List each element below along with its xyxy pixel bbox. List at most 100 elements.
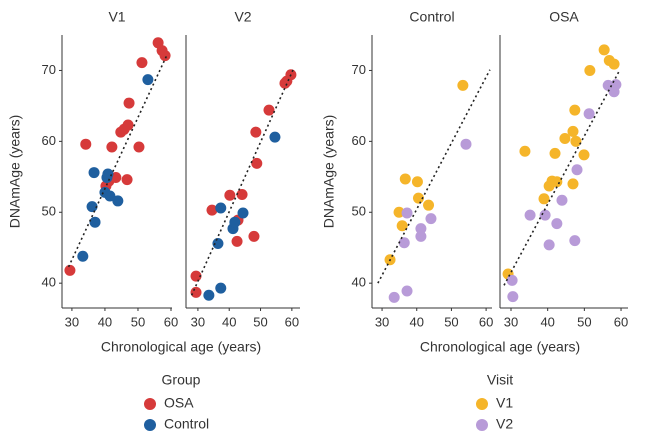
point — [571, 164, 583, 176]
point — [538, 193, 550, 205]
x-tick-label: 30 — [65, 314, 79, 329]
point — [608, 58, 620, 70]
point — [122, 119, 134, 131]
point — [425, 213, 437, 225]
point — [133, 141, 145, 153]
point — [88, 167, 100, 179]
x-tick-label: 40 — [410, 314, 424, 329]
point — [190, 270, 202, 282]
point — [583, 108, 595, 120]
x-tick-label: 60 — [164, 314, 178, 329]
x-tick-label: 50 — [253, 314, 267, 329]
x-tick-label: 60 — [614, 314, 628, 329]
point — [401, 207, 413, 219]
point — [551, 176, 563, 188]
x-axis-label: Chronological age (years) — [420, 339, 580, 355]
point — [89, 216, 101, 228]
point — [543, 239, 555, 251]
point — [551, 218, 563, 230]
panel-title: OSA — [549, 9, 579, 25]
x-tick-label: 40 — [222, 314, 236, 329]
legend-label: Control — [164, 416, 209, 432]
point — [86, 201, 98, 213]
point — [524, 209, 536, 221]
legend-marker — [144, 419, 156, 431]
legend-label: OSA — [164, 395, 194, 411]
y-tick-label: 40 — [42, 275, 56, 290]
y-tick-label: 70 — [352, 62, 366, 77]
point — [136, 57, 148, 69]
point — [236, 189, 248, 201]
legend-title: Visit — [487, 372, 513, 388]
point — [237, 207, 249, 219]
trend-line — [503, 69, 621, 286]
point — [106, 141, 118, 153]
panel-title: Control — [409, 9, 454, 25]
x-tick-label: 50 — [444, 314, 458, 329]
point — [229, 216, 241, 228]
point — [215, 202, 227, 214]
y-tick-label: 70 — [42, 62, 56, 77]
point — [570, 135, 582, 147]
y-tick-label: 50 — [42, 204, 56, 219]
point — [549, 147, 561, 159]
point — [388, 291, 400, 303]
point — [412, 192, 424, 204]
legend-marker — [476, 419, 488, 431]
point — [507, 291, 519, 303]
point — [415, 230, 427, 242]
y-axis-label: DNAmAge (years) — [7, 115, 23, 229]
y-axis-label: DNAmAge (years) — [321, 115, 337, 229]
point — [190, 286, 202, 298]
point — [584, 64, 596, 76]
legend-marker — [476, 398, 488, 410]
point — [269, 131, 281, 143]
point — [123, 97, 135, 109]
point — [159, 50, 171, 62]
x-tick-label: 40 — [540, 314, 554, 329]
point — [411, 176, 423, 188]
point — [248, 230, 260, 242]
point — [77, 250, 89, 262]
point — [569, 104, 581, 116]
point — [224, 189, 236, 201]
point — [203, 289, 215, 301]
y-tick-label: 60 — [352, 133, 366, 148]
trend-line — [377, 69, 491, 284]
point — [567, 125, 579, 137]
point — [206, 204, 218, 216]
point — [610, 79, 622, 91]
point — [80, 138, 92, 150]
point — [567, 178, 579, 190]
point — [396, 220, 408, 232]
panel-title: V2 — [234, 9, 251, 25]
x-tick-label: 30 — [375, 314, 389, 329]
point — [556, 194, 568, 206]
legend-label: V2 — [496, 416, 513, 432]
point — [399, 173, 411, 185]
point — [112, 195, 124, 207]
point — [250, 126, 262, 138]
legend-title: Group — [162, 372, 201, 388]
point — [121, 174, 133, 186]
point — [457, 79, 469, 91]
point — [398, 237, 410, 249]
x-tick-label: 30 — [191, 314, 205, 329]
point — [231, 235, 243, 247]
x-tick-label: 40 — [98, 314, 112, 329]
point — [393, 206, 405, 218]
point — [401, 285, 413, 297]
point — [423, 199, 435, 211]
x-tick-label: 30 — [504, 314, 518, 329]
point — [102, 168, 114, 180]
point — [598, 44, 610, 56]
point — [506, 274, 518, 286]
point — [578, 149, 590, 161]
panel-title: V1 — [108, 9, 125, 25]
legend-marker — [144, 398, 156, 410]
point — [64, 264, 76, 276]
trend-line — [67, 53, 169, 268]
point — [215, 282, 227, 294]
x-tick-label: 60 — [479, 314, 493, 329]
point — [263, 104, 275, 116]
